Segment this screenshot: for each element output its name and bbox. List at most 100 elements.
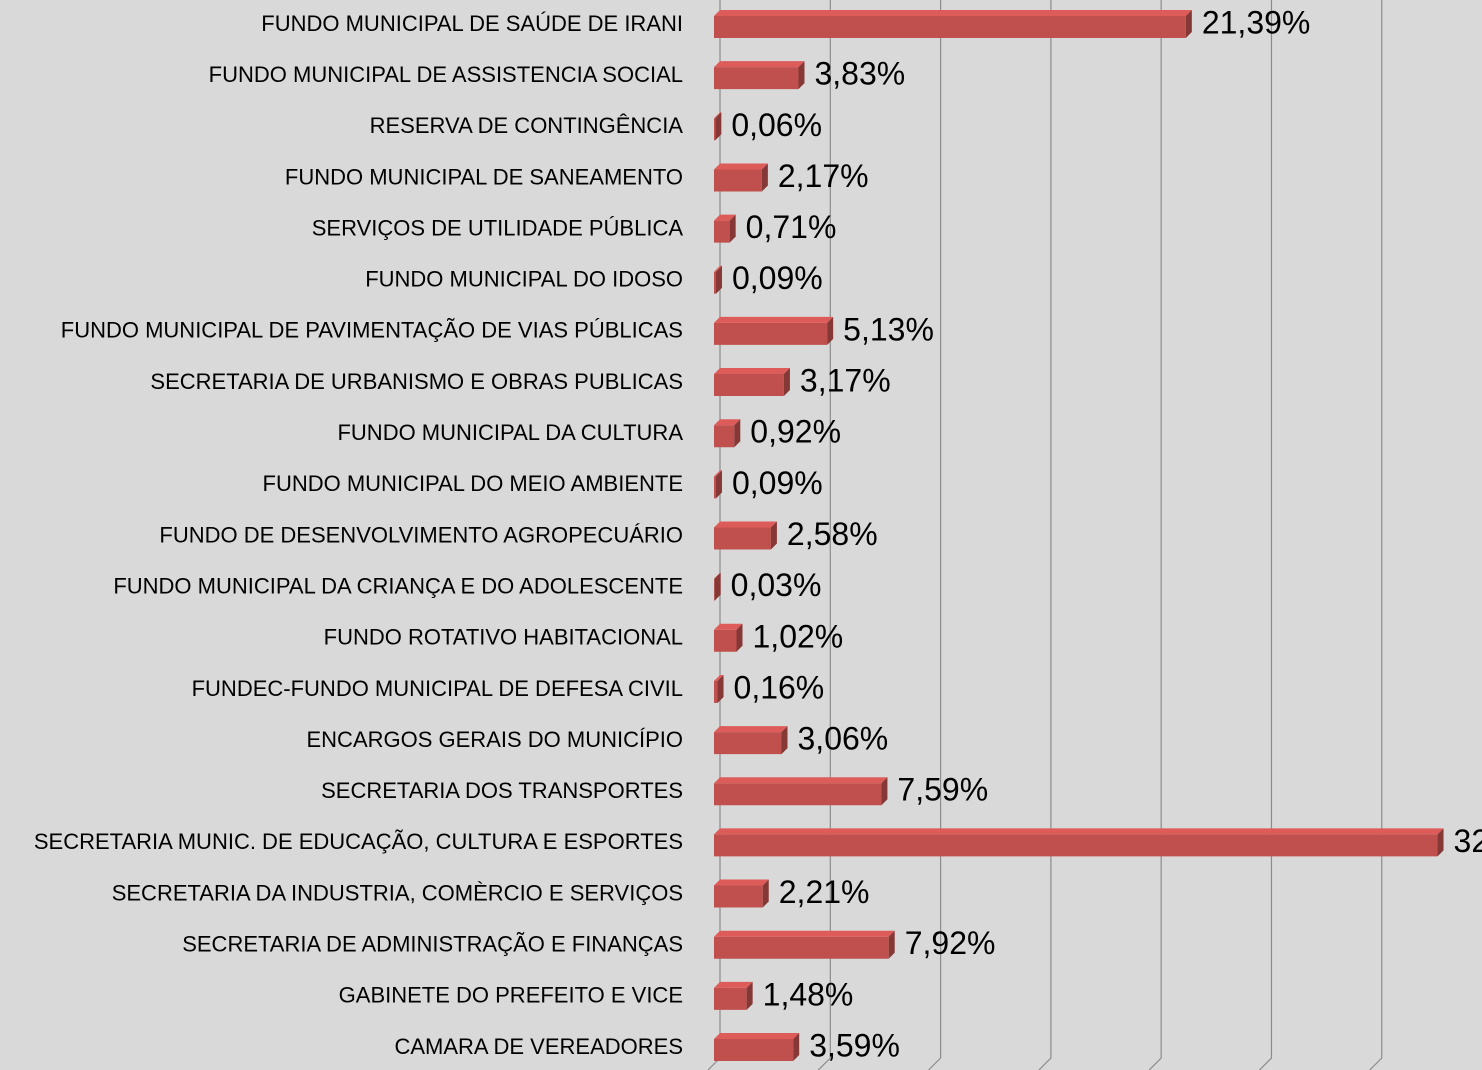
bar-face	[736, 623, 743, 652]
data-label: 7,59%	[897, 772, 988, 808]
bar	[714, 828, 1444, 857]
bar-face	[734, 419, 741, 448]
y-tick-label: FUNDO MUNICIPAL DE PAVIMENTAÇÃO DE VIAS …	[61, 318, 683, 343]
bar-face	[714, 572, 721, 579]
bar-face	[714, 61, 805, 68]
bar	[714, 316, 834, 345]
bar-face	[714, 578, 715, 601]
grid-line	[1369, 0, 1383, 1070]
data-label: 0,16%	[734, 669, 825, 705]
bar	[714, 981, 753, 1010]
bar-face	[714, 265, 722, 272]
data-label: 2,17%	[778, 158, 869, 194]
data-label: 0,09%	[732, 465, 823, 501]
bar-face	[714, 470, 722, 477]
bar-face	[714, 368, 790, 375]
data-label: 0,03%	[731, 567, 822, 603]
data-label: 7,92%	[905, 925, 996, 961]
data-label: 1,02%	[753, 618, 844, 654]
y-tick-label: ENCARGOS GERAIS DO MUNICÍPIO	[307, 727, 684, 752]
bar	[714, 572, 721, 601]
bar-face	[715, 112, 722, 141]
data-label: 0,71%	[746, 209, 837, 245]
bar-face	[746, 981, 753, 1010]
bar-face	[714, 521, 777, 528]
bar-face	[714, 680, 718, 703]
data-label: 32,80%	[1454, 823, 1482, 859]
bar-face	[715, 265, 722, 294]
bar	[714, 777, 888, 806]
bar-face	[770, 521, 777, 550]
bar-face	[714, 10, 1192, 16]
bar-face	[781, 726, 788, 755]
y-tick-label: RESERVA DE CONTINGÊNCIA	[370, 113, 684, 138]
bar	[714, 368, 790, 397]
bar-face	[714, 163, 768, 170]
data-label: 1,48%	[763, 976, 854, 1012]
bar-face	[714, 214, 736, 221]
y-tick-label: FUNDO MUNICIPAL DO IDOSO	[365, 267, 683, 292]
bar-face	[714, 629, 737, 652]
y-tick-label: FUNDO MUNICIPAL DE ASSISTENCIA SOCIAL	[209, 62, 683, 87]
bar-face	[714, 220, 730, 243]
y-tick-label: FUNDO MUNICIPAL DA CRIANÇA E DO ADOLESCE…	[113, 573, 683, 598]
y-tick-label: SERVIÇOS DE UTILIDADE PÚBLICA	[312, 215, 684, 240]
bar-face	[1185, 10, 1192, 38]
data-label: 21,39%	[1202, 4, 1311, 40]
bar-face	[717, 674, 724, 703]
y-tick-label: FUNDO ROTATIVO HABITACIONAL	[324, 625, 683, 650]
bar-face	[714, 374, 784, 397]
data-label: 0,06%	[731, 107, 822, 143]
bar-face	[714, 1039, 794, 1061]
bar-face	[714, 674, 724, 681]
bar-face	[714, 732, 782, 755]
data-label: 2,21%	[779, 874, 870, 910]
data-label: 2,58%	[787, 516, 878, 552]
bar-face	[714, 1033, 800, 1039]
data-label: 3,83%	[814, 56, 905, 92]
bar-face	[888, 930, 895, 959]
y-tick-label: SECRETARIA DE ADMINISTRAÇÃO E FINANÇAS	[182, 932, 683, 957]
bar-face	[881, 777, 888, 806]
bar-face	[714, 987, 747, 1010]
grid-line	[1038, 0, 1052, 1070]
bar-face	[714, 981, 753, 988]
bar-face	[714, 936, 889, 959]
bar-face	[714, 118, 716, 141]
bar-face	[714, 322, 828, 345]
bar-face	[762, 879, 769, 908]
bar	[714, 163, 768, 192]
bar-face	[729, 214, 736, 243]
data-label: 0,92%	[750, 414, 841, 450]
bar-face	[714, 271, 716, 294]
bar-face	[798, 61, 805, 90]
bar-face	[783, 368, 790, 397]
bar-face	[714, 726, 788, 733]
bar-face	[714, 828, 1444, 835]
bar	[714, 265, 722, 294]
bar	[714, 214, 736, 243]
bar-face	[714, 623, 743, 630]
bar-face	[714, 112, 722, 119]
y-tick-label: CAMARA DE VEREADORES	[394, 1034, 683, 1059]
y-tick-label: SECRETARIA DE URBANISMO E OBRAS PUBLICAS	[150, 369, 683, 394]
y-tick-label: FUNDO MUNICIPAL DA CULTURA	[337, 420, 683, 445]
bar-face	[714, 777, 888, 784]
bar-face	[714, 879, 769, 886]
bar-face	[714, 419, 741, 426]
bar-face	[1437, 828, 1444, 857]
bar	[714, 1033, 800, 1061]
y-tick-label: FUNDO DE DESENVOLVIMENTO AGROPECUÁRIO	[159, 522, 683, 547]
y-tick-label: SECRETARIA DOS TRANSPORTES	[321, 778, 683, 803]
bar	[714, 419, 741, 448]
bar	[714, 726, 788, 755]
grid-line	[928, 0, 942, 1070]
bar-face	[715, 470, 722, 499]
bar-face	[714, 67, 799, 90]
y-tick-label: FUNDEC-FUNDO MUNICIPAL DE DEFESA CIVIL	[192, 676, 683, 701]
bar-face	[714, 572, 721, 601]
bar	[714, 112, 722, 141]
bar	[714, 879, 769, 908]
bar-face	[714, 425, 735, 448]
bar-face	[714, 783, 882, 806]
